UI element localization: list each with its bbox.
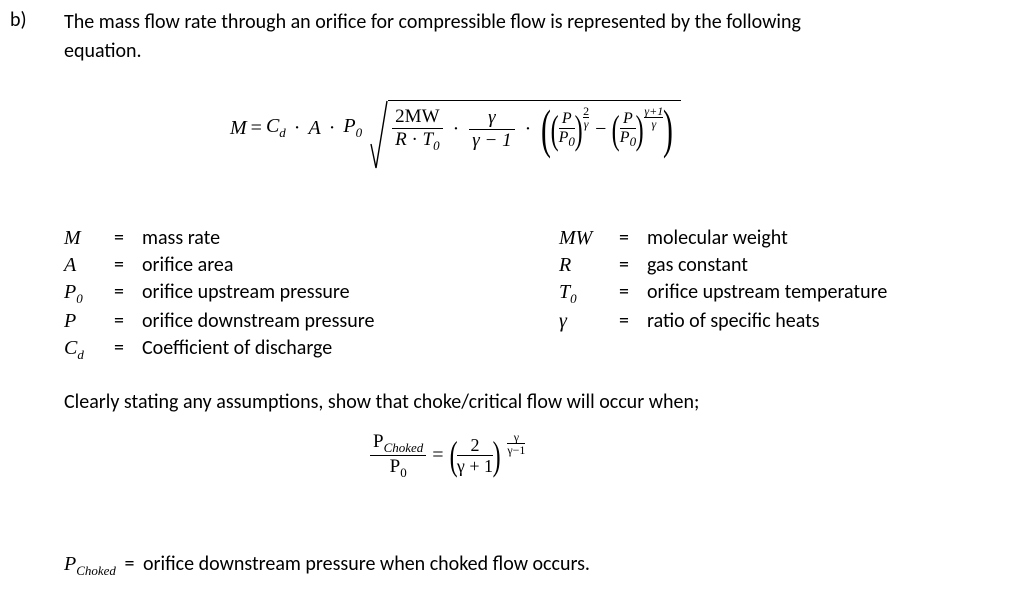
def-Cd: Cd=Coefficient of discharge <box>64 335 499 364</box>
footnote: PChoked = orifice downstream pressure wh… <box>64 552 590 579</box>
dot: · <box>521 118 536 141</box>
dot: · <box>290 117 305 140</box>
sqrt: 2MW R · T0 · γ γ − 1 · ( ( P <box>370 100 681 156</box>
def-M: M=mass rate <box>64 225 499 252</box>
page: b) The mass flow rate through an orifice… <box>0 0 1024 596</box>
def-A: A=orifice area <box>64 252 499 279</box>
intro-text: The mass flow rate through an orifice fo… <box>64 8 1004 66</box>
equation-choked: PChoked P0 = ( 2 γ + 1 ) γ γ−1 <box>370 432 525 480</box>
dot: · <box>325 117 340 140</box>
def-gamma: γ=ratio of specific heats <box>559 308 994 335</box>
ratio-1: ( P P0 ) <box>551 111 582 148</box>
ratio-2: ( P P0 ) <box>612 111 643 148</box>
part-label: b) <box>10 8 27 32</box>
def-P0: P0=orifice upstream pressure <box>64 279 499 308</box>
definitions-right: MW=molecular weight R=gas constant T0=or… <box>559 225 994 363</box>
def-MW: MW=molecular weight <box>559 225 994 252</box>
equals: = <box>432 444 443 467</box>
outer-paren: ( ( P P0 ) 2 γ − <box>541 108 673 151</box>
equals: = <box>251 117 262 140</box>
equation-mass-flow: M = Cd · A · P0 2MW R · T0 · γ <box>230 100 681 156</box>
sqrt-sign <box>370 100 388 156</box>
exp-gammaplus1-over-gamma: γ+1 γ <box>644 105 663 130</box>
sym-A: A <box>308 117 320 140</box>
rhs-paren: ( 2 γ + 1 ) <box>450 436 501 475</box>
def-R: R=gas constant <box>559 252 994 279</box>
frac-2MW-RT0: 2MW R · T0 <box>392 107 443 152</box>
definitions-left: M=mass rate A=orifice area P0=orifice up… <box>64 225 499 363</box>
exp-2-over-gamma: 2 γ <box>583 105 589 130</box>
lhs-frac: PChoked P0 <box>370 432 426 480</box>
def-P: P=orifice downstream pressure <box>64 308 499 335</box>
sym-Cd: Cd <box>266 115 286 141</box>
statement: Clearly stating any assumptions, show th… <box>64 390 1004 414</box>
definitions: M=mass rate A=orifice area P0=orifice up… <box>64 225 994 363</box>
frac-gamma: γ γ − 1 <box>469 108 514 151</box>
def-T0: T0=orifice upstream temperature <box>559 279 994 308</box>
intro-line-2: equation. <box>64 39 142 63</box>
minus: − <box>589 118 612 141</box>
sym-P0: P0 <box>343 115 362 141</box>
intro-line-1: The mass flow rate through an orifice fo… <box>64 10 801 34</box>
rhs-exponent: γ γ−1 <box>507 431 525 456</box>
sqrt-body: 2MW R · T0 · γ γ − 1 · ( ( P <box>388 100 681 156</box>
dot: · <box>449 118 464 141</box>
sym-M: M <box>230 117 247 140</box>
